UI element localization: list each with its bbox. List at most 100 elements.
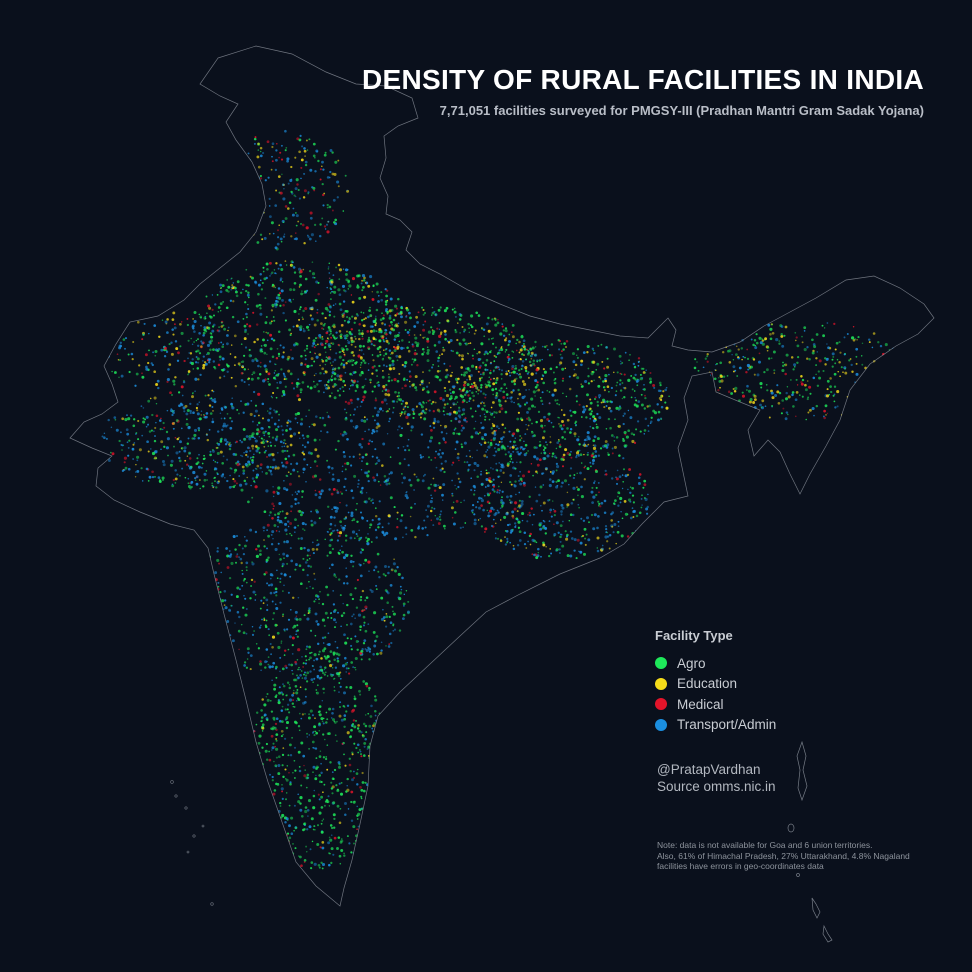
facility-dot <box>640 403 644 407</box>
facility-dot <box>205 415 208 419</box>
facility-dot <box>266 718 269 722</box>
facility-dot <box>416 405 418 407</box>
facility-dot <box>284 260 287 262</box>
facility-dot <box>475 506 478 509</box>
facility-dot <box>330 847 334 851</box>
facility-dot <box>386 433 389 435</box>
facility-dot <box>615 390 618 392</box>
facility-dot <box>579 541 583 545</box>
facility-dot <box>303 292 305 295</box>
facility-dot <box>549 548 552 550</box>
facility-dot <box>239 439 242 442</box>
facility-dot <box>276 373 280 377</box>
facility-dot <box>171 422 175 425</box>
facility-dot <box>305 415 307 417</box>
facility-dot <box>292 626 295 629</box>
facility-dot <box>501 504 504 507</box>
facility-dot <box>308 581 310 583</box>
facility-dot <box>262 266 265 269</box>
facility-dot <box>596 400 599 404</box>
facility-dot <box>205 295 208 298</box>
facility-dot <box>310 317 314 321</box>
facility-dot <box>291 736 294 739</box>
facility-dot <box>392 411 394 414</box>
facility-dot <box>331 342 335 345</box>
facility-dot <box>322 722 325 725</box>
facility-dot <box>186 442 190 445</box>
facility-dot <box>358 539 360 542</box>
facility-dot <box>432 410 435 413</box>
facility-dot <box>353 321 356 324</box>
facility-dot <box>542 543 546 547</box>
facility-dot <box>557 531 560 534</box>
facility-dot <box>422 308 425 312</box>
facility-dot <box>607 417 611 421</box>
facility-dot <box>349 419 353 423</box>
facility-dot <box>261 417 265 420</box>
facility-dot <box>196 409 199 412</box>
facility-dot <box>337 343 340 346</box>
facility-dot <box>464 522 467 524</box>
facility-dot <box>621 397 624 400</box>
facility-dot <box>203 414 206 417</box>
facility-dot <box>553 509 557 513</box>
facility-dot <box>253 630 255 632</box>
facility-dot <box>338 355 342 359</box>
facility-dot <box>330 834 333 837</box>
facility-dot <box>240 440 244 444</box>
facility-dot <box>538 523 542 527</box>
facility-dot <box>331 325 334 327</box>
facility-dot <box>357 613 362 617</box>
facility-dot <box>266 339 269 342</box>
facility-dot <box>267 584 271 587</box>
facility-dot <box>342 556 346 560</box>
facility-dot <box>623 412 626 415</box>
facility-dot <box>186 455 189 457</box>
facility-dot <box>362 359 365 362</box>
facility-dot <box>320 822 323 825</box>
facility-dot <box>329 824 333 827</box>
facility-dot <box>621 382 624 384</box>
facility-dot <box>455 440 459 444</box>
facility-dot <box>316 684 319 687</box>
facility-dot <box>275 299 278 303</box>
facility-dot <box>305 845 308 848</box>
facility-dot <box>222 343 225 346</box>
facility-dot <box>293 343 296 347</box>
facility-dot <box>409 515 412 518</box>
facility-dot <box>535 390 538 392</box>
facility-dot <box>252 447 254 450</box>
facility-dot <box>515 461 518 464</box>
facility-dot <box>576 348 580 351</box>
facility-dot <box>591 462 595 465</box>
facility-dot <box>286 520 290 523</box>
facility-dot <box>345 790 348 793</box>
facility-dot <box>328 863 331 867</box>
facility-dot <box>365 536 368 539</box>
facility-dot <box>241 365 244 368</box>
facility-dot <box>422 323 425 326</box>
facility-dot <box>356 285 360 289</box>
facility-dot <box>318 729 321 732</box>
facility-dot <box>556 465 560 469</box>
facility-dot <box>491 431 495 435</box>
facility-dot <box>238 648 240 651</box>
facility-dot <box>161 476 165 480</box>
facility-dot <box>328 660 331 663</box>
facility-dot <box>324 666 327 669</box>
facility-dot <box>309 585 311 588</box>
facility-dot <box>297 475 301 478</box>
facility-dot <box>417 311 420 314</box>
facility-dot <box>483 433 487 437</box>
facility-dot <box>258 304 261 306</box>
facility-dot <box>301 381 305 384</box>
facility-dot <box>289 782 292 786</box>
facility-dot <box>326 768 329 771</box>
facility-dot <box>301 316 304 319</box>
facility-dot <box>246 446 250 450</box>
facility-dot <box>241 455 244 458</box>
facility-dot <box>369 329 373 333</box>
facility-dot <box>318 705 322 708</box>
facility-dot <box>318 866 321 869</box>
facility-dot <box>315 598 317 601</box>
